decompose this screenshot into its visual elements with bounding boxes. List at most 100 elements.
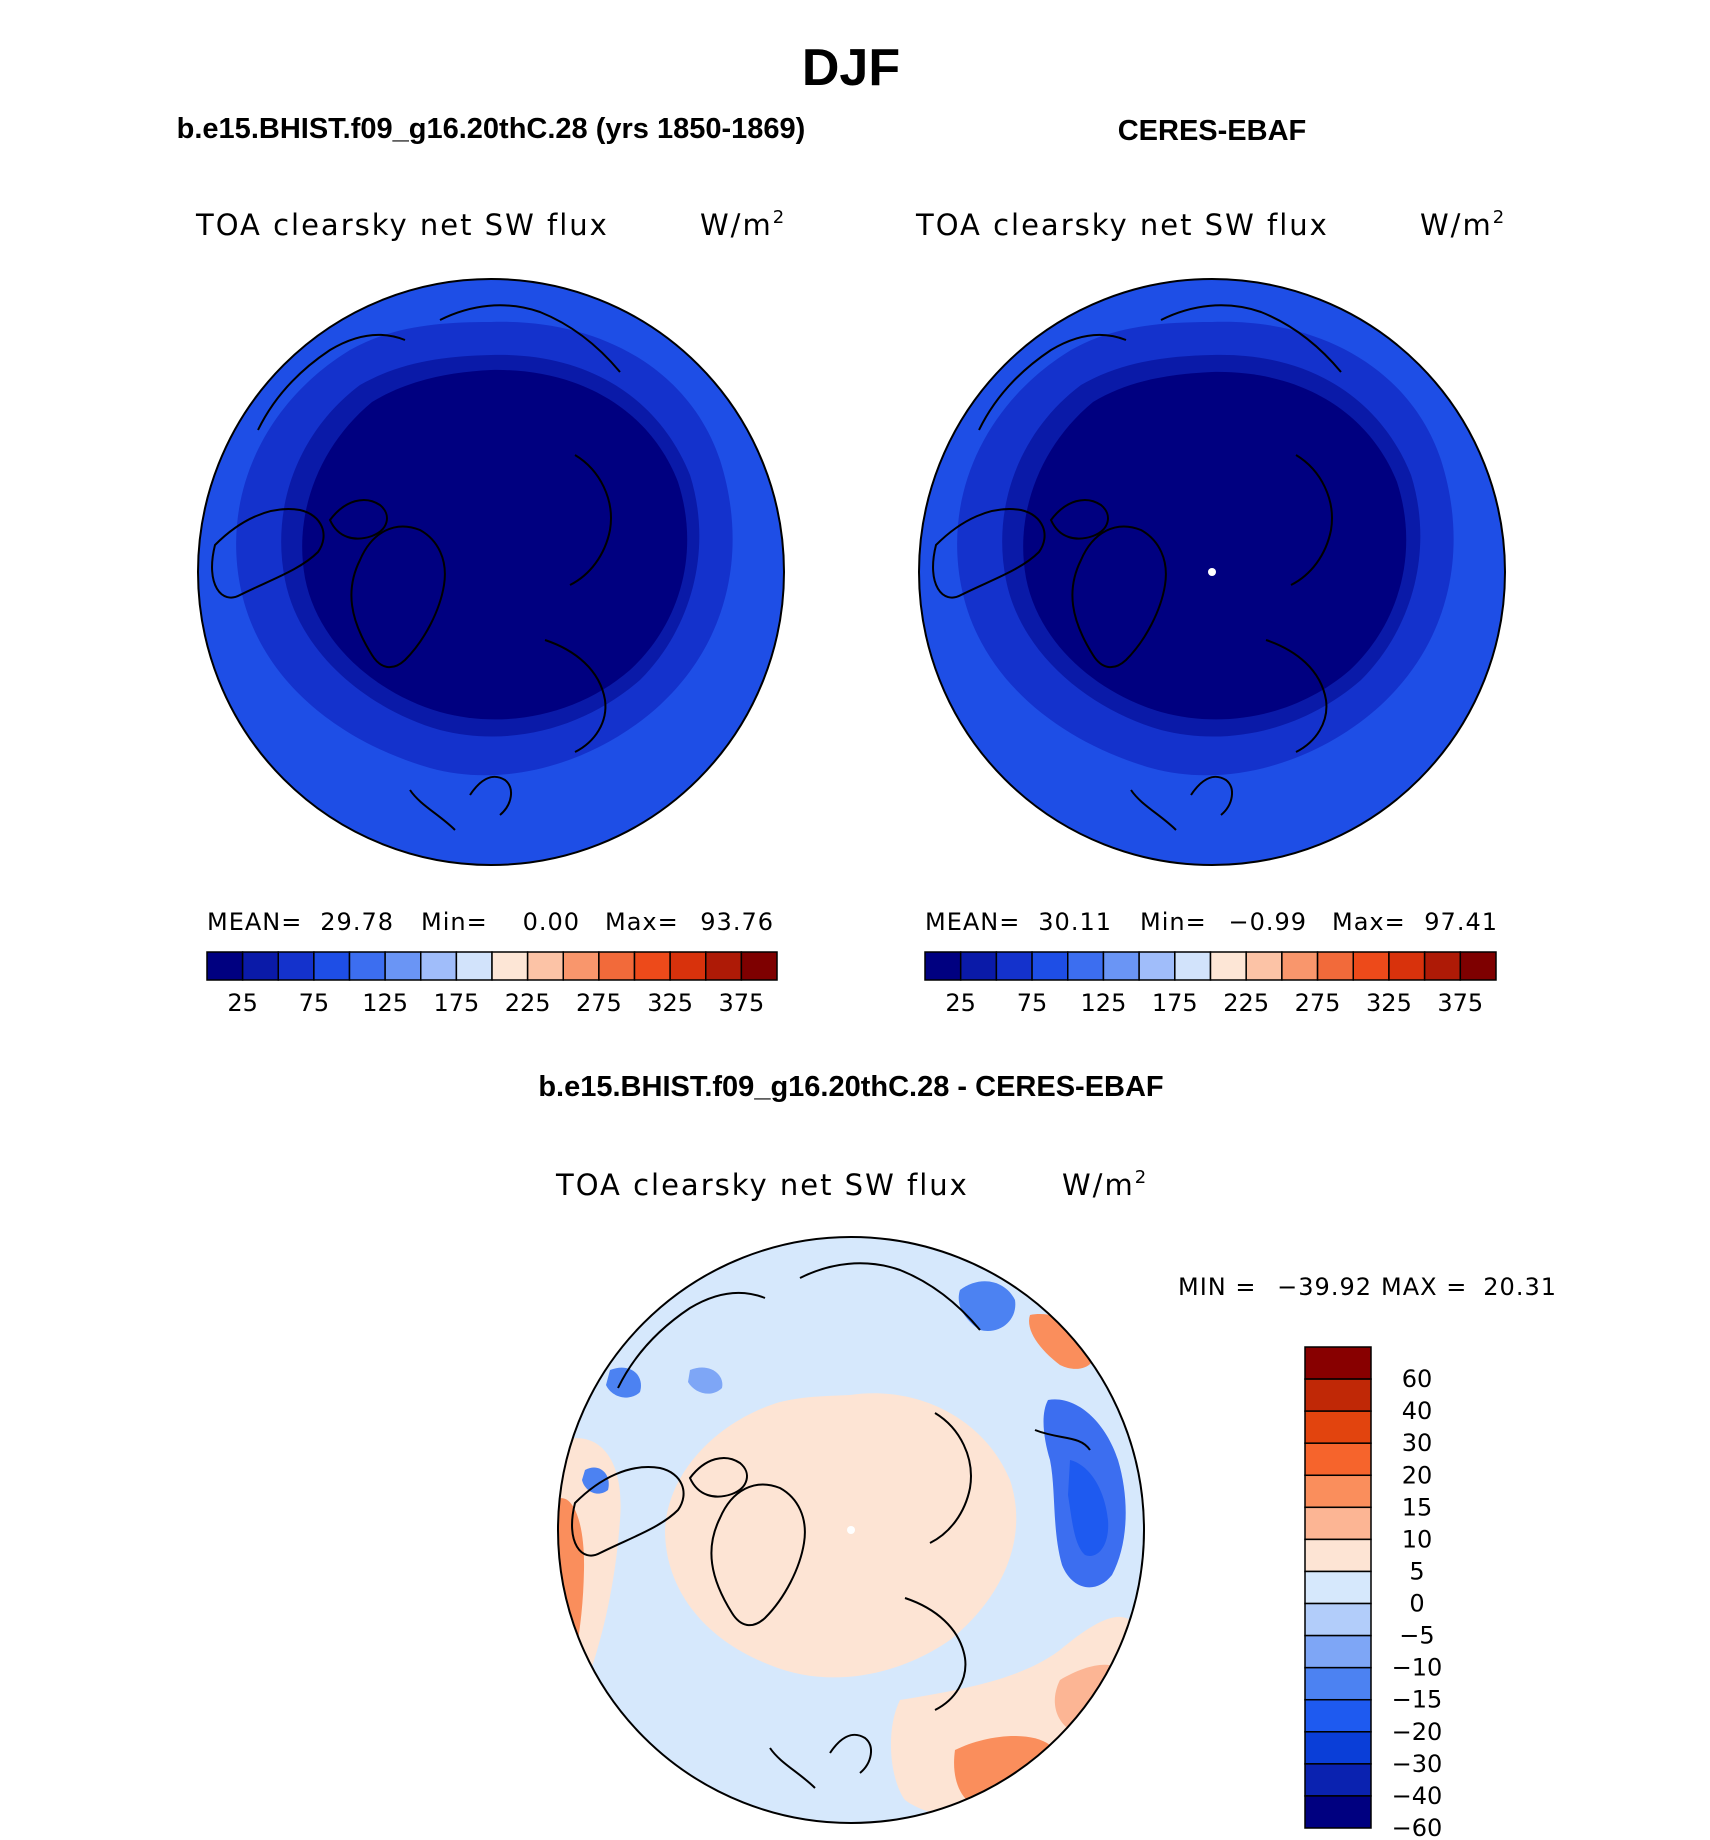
difference-min-value: −39.92 [1277,1273,1372,1301]
right-colorbar-box-0 [924,951,962,981]
difference-colorbar-tick-label: −40 [1392,1782,1443,1810]
difference-colorbar-tick-label: −30 [1392,1750,1443,1778]
difference-colorbar-box-12 [1304,1731,1372,1765]
difference-colorbar-tick-label: 10 [1402,1525,1433,1553]
left-colorbar-tick-label: 175 [433,989,479,1017]
difference-red-northeast [1029,1314,1096,1369]
left-colorbar-box-12 [633,951,671,981]
right-pole-missing-dot [1208,568,1216,576]
difference-colorbar-box-6 [1304,1538,1372,1573]
left-colorbar: 25 75 125 175 225 275 325 375 [206,951,778,1017]
right-stats: MEAN= 30.11 Min= −0.99 Max= 97.41 [925,908,1497,936]
difference-colorbar-tick-label: −20 [1392,1718,1443,1746]
right-plot-title: TOA clearsky net SW flux [915,208,1329,242]
difference-polar-map [557,1236,1145,1824]
left-map-border [197,278,785,866]
right-colorbar-tick-label: 125 [1081,989,1127,1017]
left-stats: MEAN= 29.78 Min= 0.00 Max= 93.76 [207,908,774,936]
difference-case-title: b.e15.BHIST.f09_g16.20thC.28 - CERES-EBA… [538,1071,1163,1103]
left-mean-label: MEAN= [207,908,302,936]
difference-positive-core [665,1393,1017,1678]
left-colorbar-box-8 [491,951,529,981]
left-colorbar-box-2 [277,951,315,981]
left-colorbar-tick-label: 375 [718,989,764,1017]
right-colorbar-box-8 [1209,951,1247,981]
difference-max-label: MAX = [1381,1273,1467,1301]
figure-title: DJF [802,39,900,97]
difference-colorbar-tick-label: −60 [1392,1814,1443,1840]
right-polar-map [918,278,1506,866]
right-colorbar-box-15 [1459,951,1497,981]
difference-colorbar-tick-label: −15 [1392,1686,1443,1714]
right-min-value: −0.99 [1228,908,1307,936]
right-colorbar-tick-label: 275 [1295,989,1341,1017]
right-colorbar: 25 75 125 175 225 275 325 375 [924,951,1497,1017]
right-field-pole [1023,371,1407,720]
right-map-border [918,278,1506,866]
difference-max-value: 20.31 [1483,1273,1557,1301]
difference-colorbar-box-9 [1304,1634,1372,1669]
right-colorbar-tick-label: 25 [945,989,976,1017]
right-mean-value: 30.11 [1038,908,1112,936]
right-colorbar-box-4 [1067,951,1105,981]
difference-colorbar-box-13 [1304,1763,1372,1797]
left-units-exp: 2 [773,207,786,228]
left-colorbar-box-9 [526,951,565,981]
difference-units-exp: 2 [1135,1167,1148,1188]
left-min-value: 0.00 [523,908,580,936]
right-min-label: Min= [1140,908,1207,936]
difference-map-border [557,1236,1145,1824]
right-colorbar-box-11 [1316,951,1355,981]
left-colorbar-box-0 [206,951,244,981]
difference-units: W/m2 [1062,1167,1148,1202]
left-colorbar-box-7 [455,951,493,981]
left-colorbar-box-11 [598,951,636,981]
difference-colorbar-box-5 [1304,1506,1372,1541]
left-units: W/m2 [700,207,786,242]
difference-colorbar-box-8 [1304,1602,1372,1637]
difference-colorbar-tick-label: 20 [1402,1461,1433,1489]
difference-colorbar-box-2 [1304,1410,1372,1444]
difference-colorbar-tick-label: 30 [1402,1429,1433,1457]
difference-colorbar-box-3 [1304,1442,1372,1477]
right-colorbar-box-6 [1138,951,1176,981]
left-colorbar-tick-label: 325 [647,989,693,1017]
difference-colorbar-tick-label: 5 [1409,1557,1424,1585]
difference-blue-west [582,1467,609,1494]
left-min-label: Min= [421,908,488,936]
left-polar-map [197,278,785,866]
right-colorbar-box-7 [1174,951,1212,981]
right-colorbar-box-12 [1352,951,1390,981]
left-colorbar-box-13 [669,951,707,981]
difference-red-southwest [575,1698,620,1764]
right-colorbar-box-2 [995,951,1033,981]
right-colorbar-tick-label: 75 [1017,989,1048,1017]
left-colorbar-box-14 [705,951,743,981]
difference-positive-south [890,1616,1130,1816]
left-max-value: 93.76 [700,908,774,936]
difference-colorbar-box-1 [1304,1378,1372,1412]
right-colorbar-box-1 [959,951,998,981]
difference-colorbar-box-7 [1304,1570,1372,1605]
difference-colorbar-tick-label: 15 [1402,1493,1433,1521]
left-colorbar-box-15 [740,951,778,981]
right-coastlines [932,304,1342,831]
right-mean-label: MEAN= [925,908,1020,936]
right-colorbar-tick-label: 225 [1223,989,1269,1017]
left-mean-value: 29.78 [320,908,394,936]
left-colorbar-box-10 [562,951,600,981]
left-colorbar-box-4 [348,951,386,981]
left-case-title: b.e15.BHIST.f09_g16.20thC.28 (yrs 1850-1… [177,113,806,145]
left-coastlines [211,304,621,831]
left-max-label: Max= [605,908,679,936]
left-colorbar-tick-label: 225 [505,989,551,1017]
difference-blue-east-core [1068,1460,1109,1556]
right-units-exp: 2 [1493,207,1506,228]
right-colorbar-box-10 [1281,951,1319,981]
difference-colorbar-box-0 [1304,1346,1372,1380]
right-case-title: CERES-EBAF [1118,115,1307,147]
right-max-label: Max= [1332,908,1406,936]
difference-plot-title: TOA clearsky net SW flux [555,1168,969,1202]
left-field-pole [302,369,688,720]
